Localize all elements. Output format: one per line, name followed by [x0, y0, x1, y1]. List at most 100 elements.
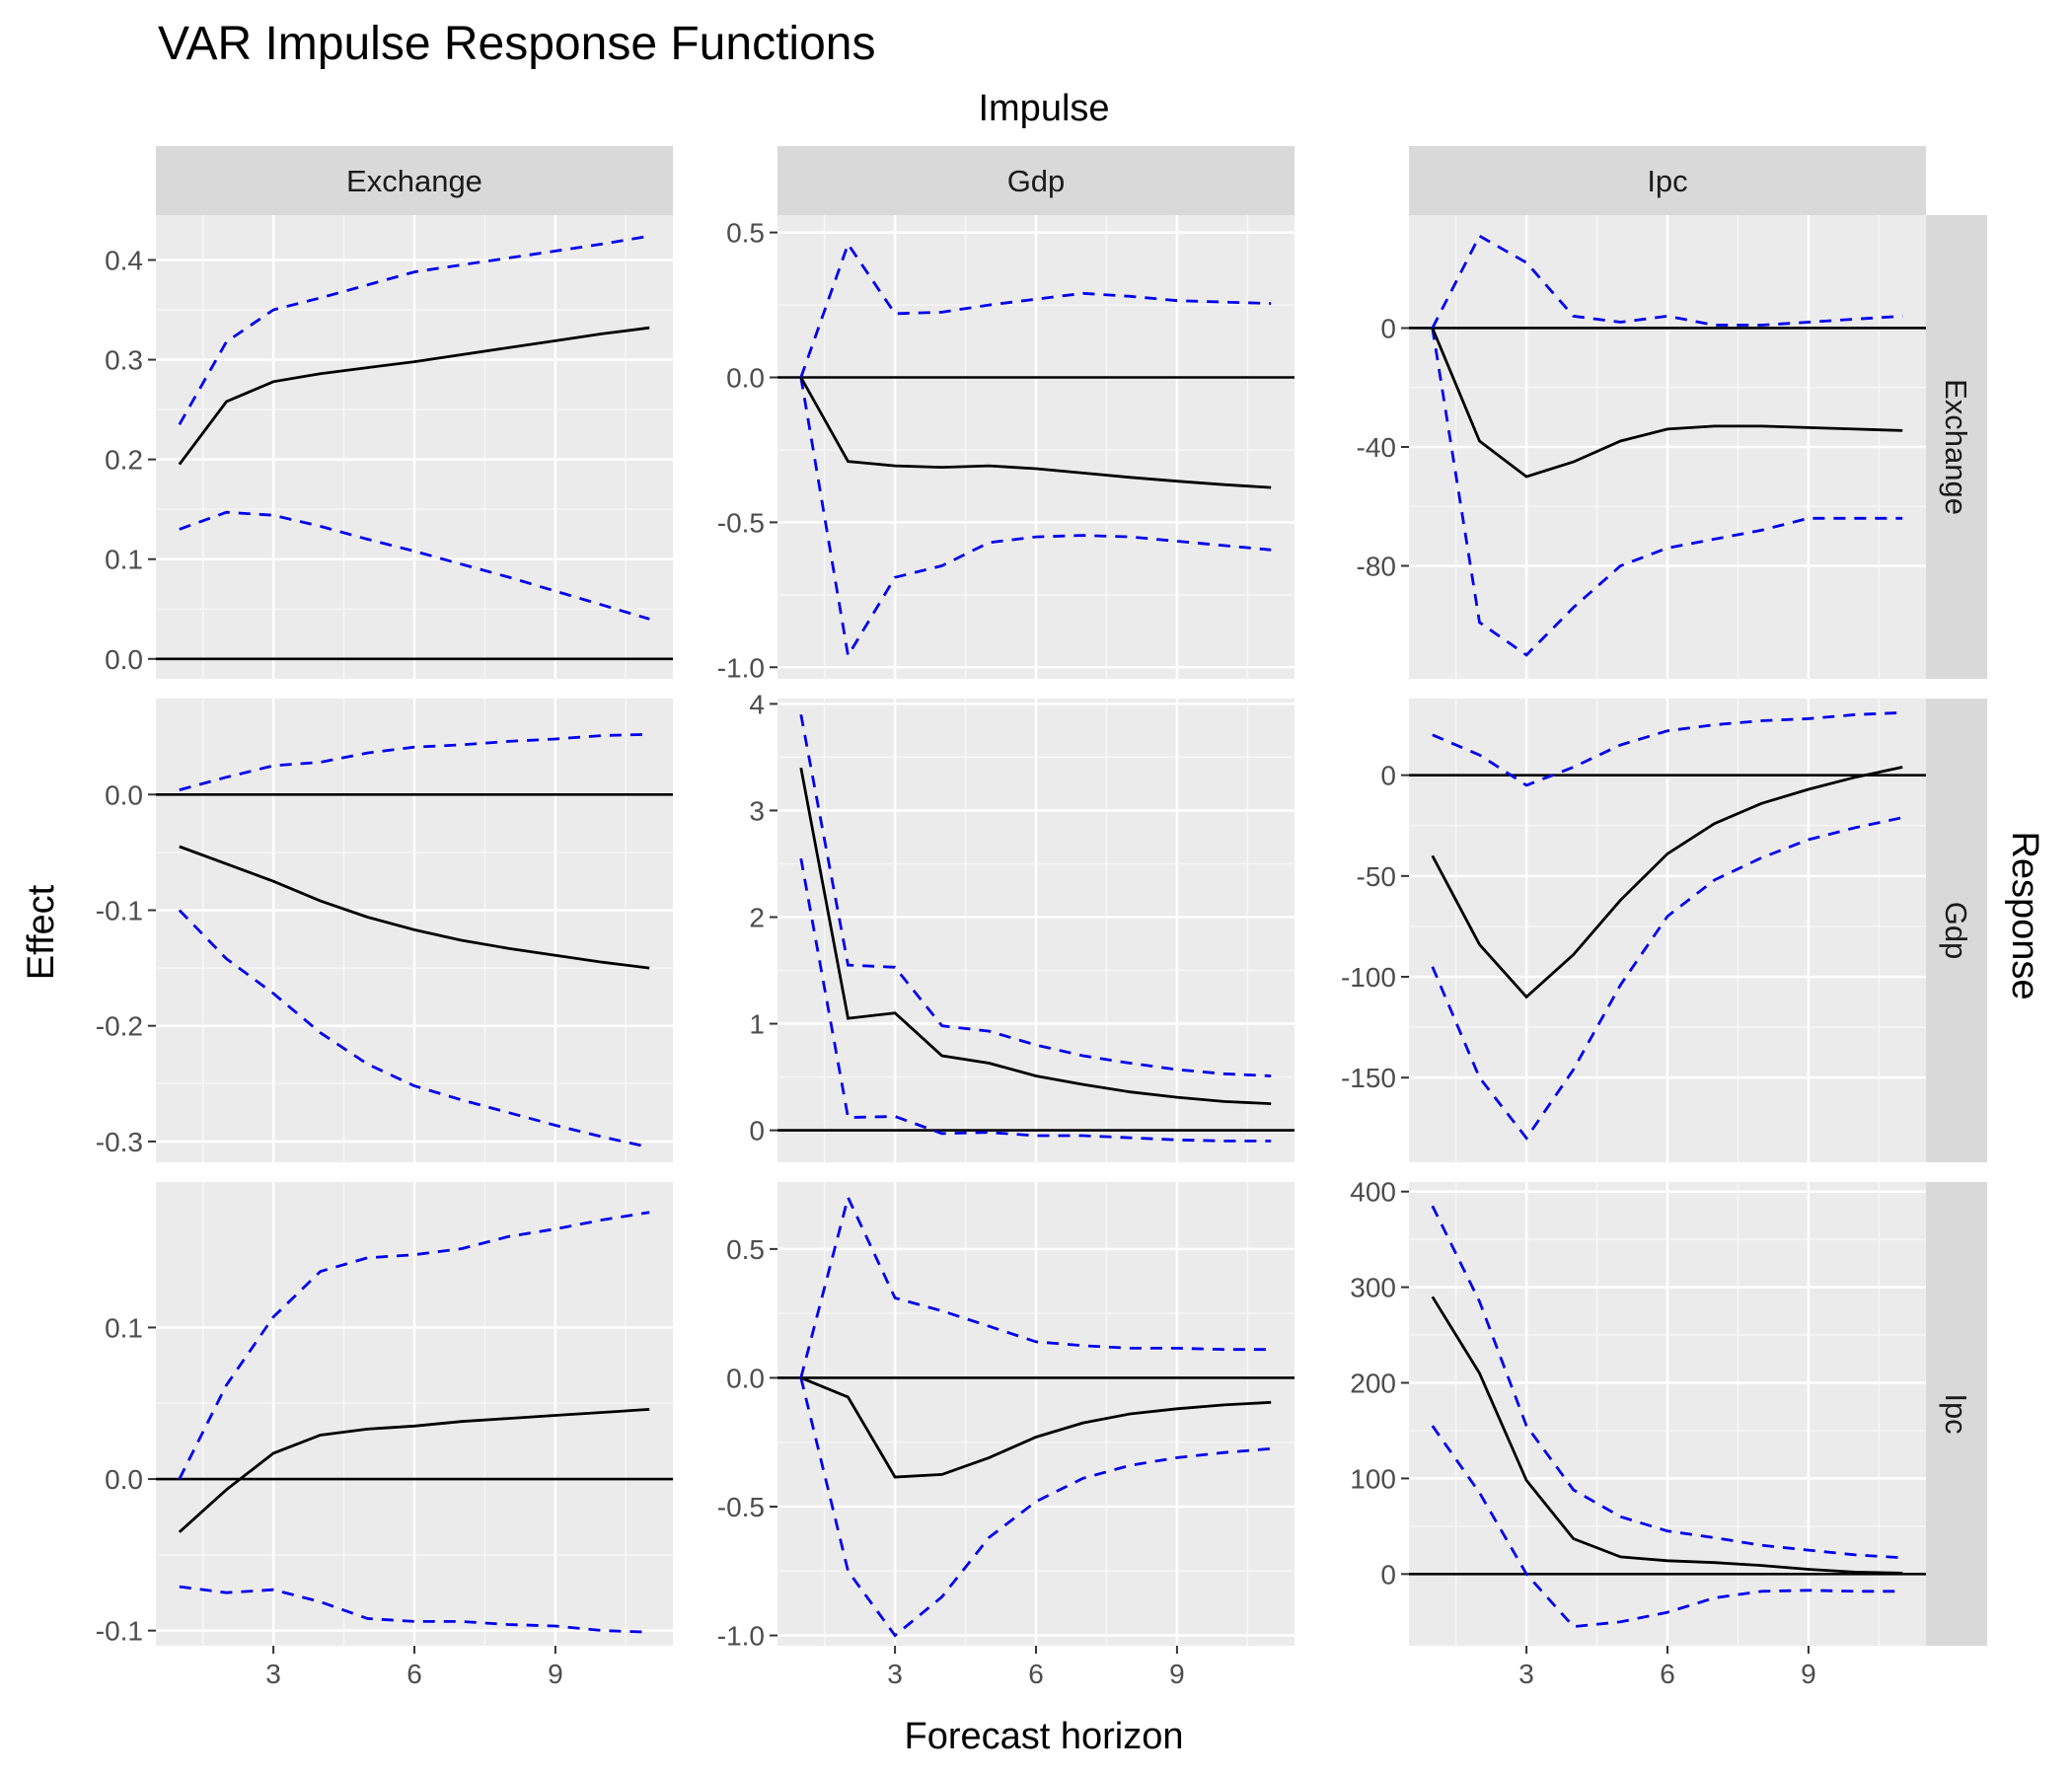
panel-ipc-response-ipc-impulse: 0 100 200 300 400 3 6 9	[1350, 1177, 1926, 1689]
response-strip-exchange	[1926, 215, 1987, 679]
upper-band-line	[799, 241, 1272, 378]
response-strip-gdp	[1926, 699, 1987, 1162]
chart-title: VAR Impulse Response Functions	[158, 18, 875, 70]
y-tick-label: 0	[1380, 1559, 1396, 1590]
y-tick-label: 0	[1380, 761, 1396, 791]
irf-line	[178, 1408, 650, 1533]
facet-panels: 0.0 0.1 0.2 0.3 0.4 -1.0 -0.5 0.0 0.5 -80 -40 0 -0.3…	[96, 215, 1926, 1689]
lower-band-line	[799, 1377, 1272, 1638]
upper-band-line	[1432, 710, 1903, 787]
y-tick-label: 1	[749, 1009, 765, 1040]
y-tick-label: -0.1	[96, 895, 143, 925]
y-tick-label: 3	[749, 795, 765, 826]
x-tick-label: 3	[1518, 1659, 1534, 1689]
response-facet-title: Response	[2004, 831, 2045, 999]
upper-band-line	[799, 1193, 1272, 1378]
lower-band-line	[178, 909, 650, 1149]
impulse-strips: Exchange Gdp Ipc	[156, 146, 1926, 215]
y-tick-label: 0.3	[105, 345, 143, 376]
y-tick-label: 0.1	[105, 545, 143, 575]
y-tick-label: -40	[1357, 432, 1396, 463]
y-tick-label: 0	[1380, 313, 1396, 343]
lower-band-line	[179, 510, 650, 621]
y-tick-label: -50	[1357, 861, 1396, 892]
response-strip-label: Ipc	[1939, 1393, 1973, 1434]
upper-band-line	[179, 732, 650, 791]
irf-line	[799, 376, 1272, 489]
y-axis-label: Effect	[21, 884, 62, 980]
y-tick-label: 0.0	[105, 1464, 143, 1495]
y-tick-label: 0.4	[105, 245, 143, 275]
y-tick-label: 0.0	[105, 644, 143, 675]
y-tick-label: 100	[1350, 1463, 1396, 1494]
panel-gdp-response-ipc-impulse: -150 -100 -50 0	[1341, 699, 1926, 1162]
lower-band-line	[1431, 816, 1903, 1141]
y-tick-label: -0.2	[96, 1011, 143, 1042]
y-tick-label: 0.2	[105, 445, 143, 476]
y-tick-label: -100	[1341, 962, 1396, 993]
y-tick-label: -1.0	[717, 652, 765, 683]
impulse-strip-label: Exchange	[346, 164, 482, 198]
panel-exchange-response-gdp-impulse: -1.0 -0.5 0.0 0.5	[717, 215, 1295, 683]
irf-line	[179, 845, 650, 970]
lower-band-line	[799, 857, 1272, 1143]
irf-line	[1431, 766, 1903, 999]
irf-line	[1431, 1295, 1903, 1575]
panel-ipc-response-exchange-impulse: -0.1 0.0 0.1 3 6 9	[96, 1182, 673, 1689]
impulse-strip-ipc	[1409, 146, 1926, 215]
x-tick-label: 6	[1028, 1659, 1044, 1689]
upper-band-line	[799, 713, 1272, 1077]
x-tick-label: 3	[265, 1659, 281, 1689]
impulse-strip-gdp	[777, 146, 1295, 215]
response-strips: Exchange Gdp Ipc	[1926, 215, 1987, 1646]
x-tick-label: 6	[1660, 1659, 1675, 1689]
irf-line	[799, 767, 1272, 1105]
y-tick-label: -0.1	[96, 1616, 143, 1647]
y-tick-label: 0.5	[726, 1234, 765, 1265]
y-tick-label: 300	[1350, 1273, 1396, 1303]
x-tick-label: 6	[407, 1659, 422, 1689]
x-tick-label: 9	[1801, 1659, 1816, 1689]
upper-band-line	[178, 234, 650, 425]
irf-line	[800, 1376, 1272, 1479]
y-tick-label: 0.0	[105, 779, 143, 810]
lower-band-line	[179, 1585, 650, 1634]
upper-band-line	[178, 1211, 650, 1480]
lower-band-line	[799, 377, 1272, 660]
upper-band-line	[1431, 234, 1903, 330]
lower-band-line	[1431, 1425, 1903, 1629]
y-tick-label: -1.0	[717, 1621, 765, 1652]
y-tick-label: 0	[749, 1116, 765, 1147]
y-tick-label: 4	[749, 689, 765, 719]
response-strip-ipc	[1926, 1182, 1987, 1646]
upper-band-line	[1431, 1205, 1903, 1560]
panel-exchange-response-ipc-impulse: -80 -40 0	[1357, 215, 1926, 679]
y-tick-label: 2	[749, 902, 765, 932]
panel-exchange-response-exchange-impulse: 0.0 0.1 0.2 0.3 0.4	[105, 215, 673, 679]
y-tick-label: 0.0	[726, 1363, 765, 1393]
panel-gdp-response-exchange-impulse: -0.3 -0.2 -0.1 0.0	[96, 699, 673, 1162]
irf-line	[1431, 327, 1903, 479]
x-tick-label: 9	[1169, 1659, 1185, 1689]
x-axis-label: Forecast horizon	[904, 1716, 1183, 1757]
panel-ipc-response-gdp-impulse: -1.0 -0.5 0.0 0.5 3 6 9	[717, 1182, 1295, 1689]
y-tick-label: 0.1	[105, 1312, 143, 1343]
impulse-strip-exchange	[156, 146, 673, 215]
y-tick-label: -80	[1357, 552, 1396, 582]
y-tick-label: 400	[1350, 1177, 1396, 1208]
y-tick-label: -150	[1341, 1063, 1396, 1093]
x-tick-label: 9	[548, 1659, 563, 1689]
y-tick-label: 200	[1350, 1369, 1396, 1399]
impulse-strip-label: Ipc	[1647, 164, 1687, 198]
impulse-facet-title: Impulse	[978, 88, 1109, 129]
response-strip-label: Gdp	[1939, 902, 1973, 960]
y-tick-label: 0.5	[726, 218, 765, 249]
lower-band-line	[1431, 328, 1903, 657]
irf-line	[178, 326, 650, 466]
y-tick-label: 0.0	[726, 363, 765, 394]
impulse-strip-label: Gdp	[1007, 164, 1066, 198]
x-tick-label: 3	[887, 1659, 903, 1689]
y-tick-label: -0.5	[717, 507, 765, 538]
panel-gdp-response-gdp-impulse: 0 1 2 3 4	[749, 689, 1295, 1162]
